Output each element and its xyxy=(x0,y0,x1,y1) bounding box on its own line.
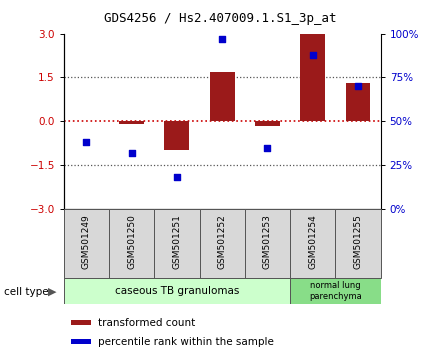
Point xyxy=(173,175,180,180)
Bar xyxy=(64,209,109,278)
Bar xyxy=(300,34,325,121)
Bar xyxy=(64,278,290,304)
Point xyxy=(128,150,135,156)
Point xyxy=(219,36,226,42)
Text: percentile rank within the sample: percentile rank within the sample xyxy=(98,337,274,347)
Text: caseous TB granulomas: caseous TB granulomas xyxy=(115,286,239,296)
Text: GSM501251: GSM501251 xyxy=(172,214,181,269)
Bar xyxy=(165,121,189,150)
Bar xyxy=(200,209,245,278)
Text: transformed count: transformed count xyxy=(98,318,195,327)
Bar xyxy=(71,320,91,325)
Point xyxy=(309,52,316,57)
Bar xyxy=(290,278,381,304)
Text: cell type: cell type xyxy=(4,287,49,297)
Text: GSM501249: GSM501249 xyxy=(82,214,91,269)
Point xyxy=(264,145,271,150)
Text: normal lung
parenchyma: normal lung parenchyma xyxy=(309,281,362,301)
Bar xyxy=(255,121,280,126)
Bar xyxy=(71,339,91,344)
Text: GSM501250: GSM501250 xyxy=(127,214,136,269)
Point xyxy=(355,84,362,89)
Bar xyxy=(335,209,381,278)
Bar xyxy=(109,209,154,278)
Text: GSM501252: GSM501252 xyxy=(218,214,227,269)
Text: GDS4256 / Hs2.407009.1.S1_3p_at: GDS4256 / Hs2.407009.1.S1_3p_at xyxy=(104,12,336,25)
Bar xyxy=(345,83,370,121)
Text: GSM501253: GSM501253 xyxy=(263,214,272,269)
Text: ▶: ▶ xyxy=(48,287,56,297)
Bar xyxy=(119,121,144,124)
Text: GSM501255: GSM501255 xyxy=(353,214,363,269)
Bar xyxy=(210,72,235,121)
Point xyxy=(83,139,90,145)
Bar xyxy=(245,209,290,278)
Text: GSM501254: GSM501254 xyxy=(308,214,317,269)
Bar xyxy=(154,209,200,278)
Bar xyxy=(290,209,335,278)
